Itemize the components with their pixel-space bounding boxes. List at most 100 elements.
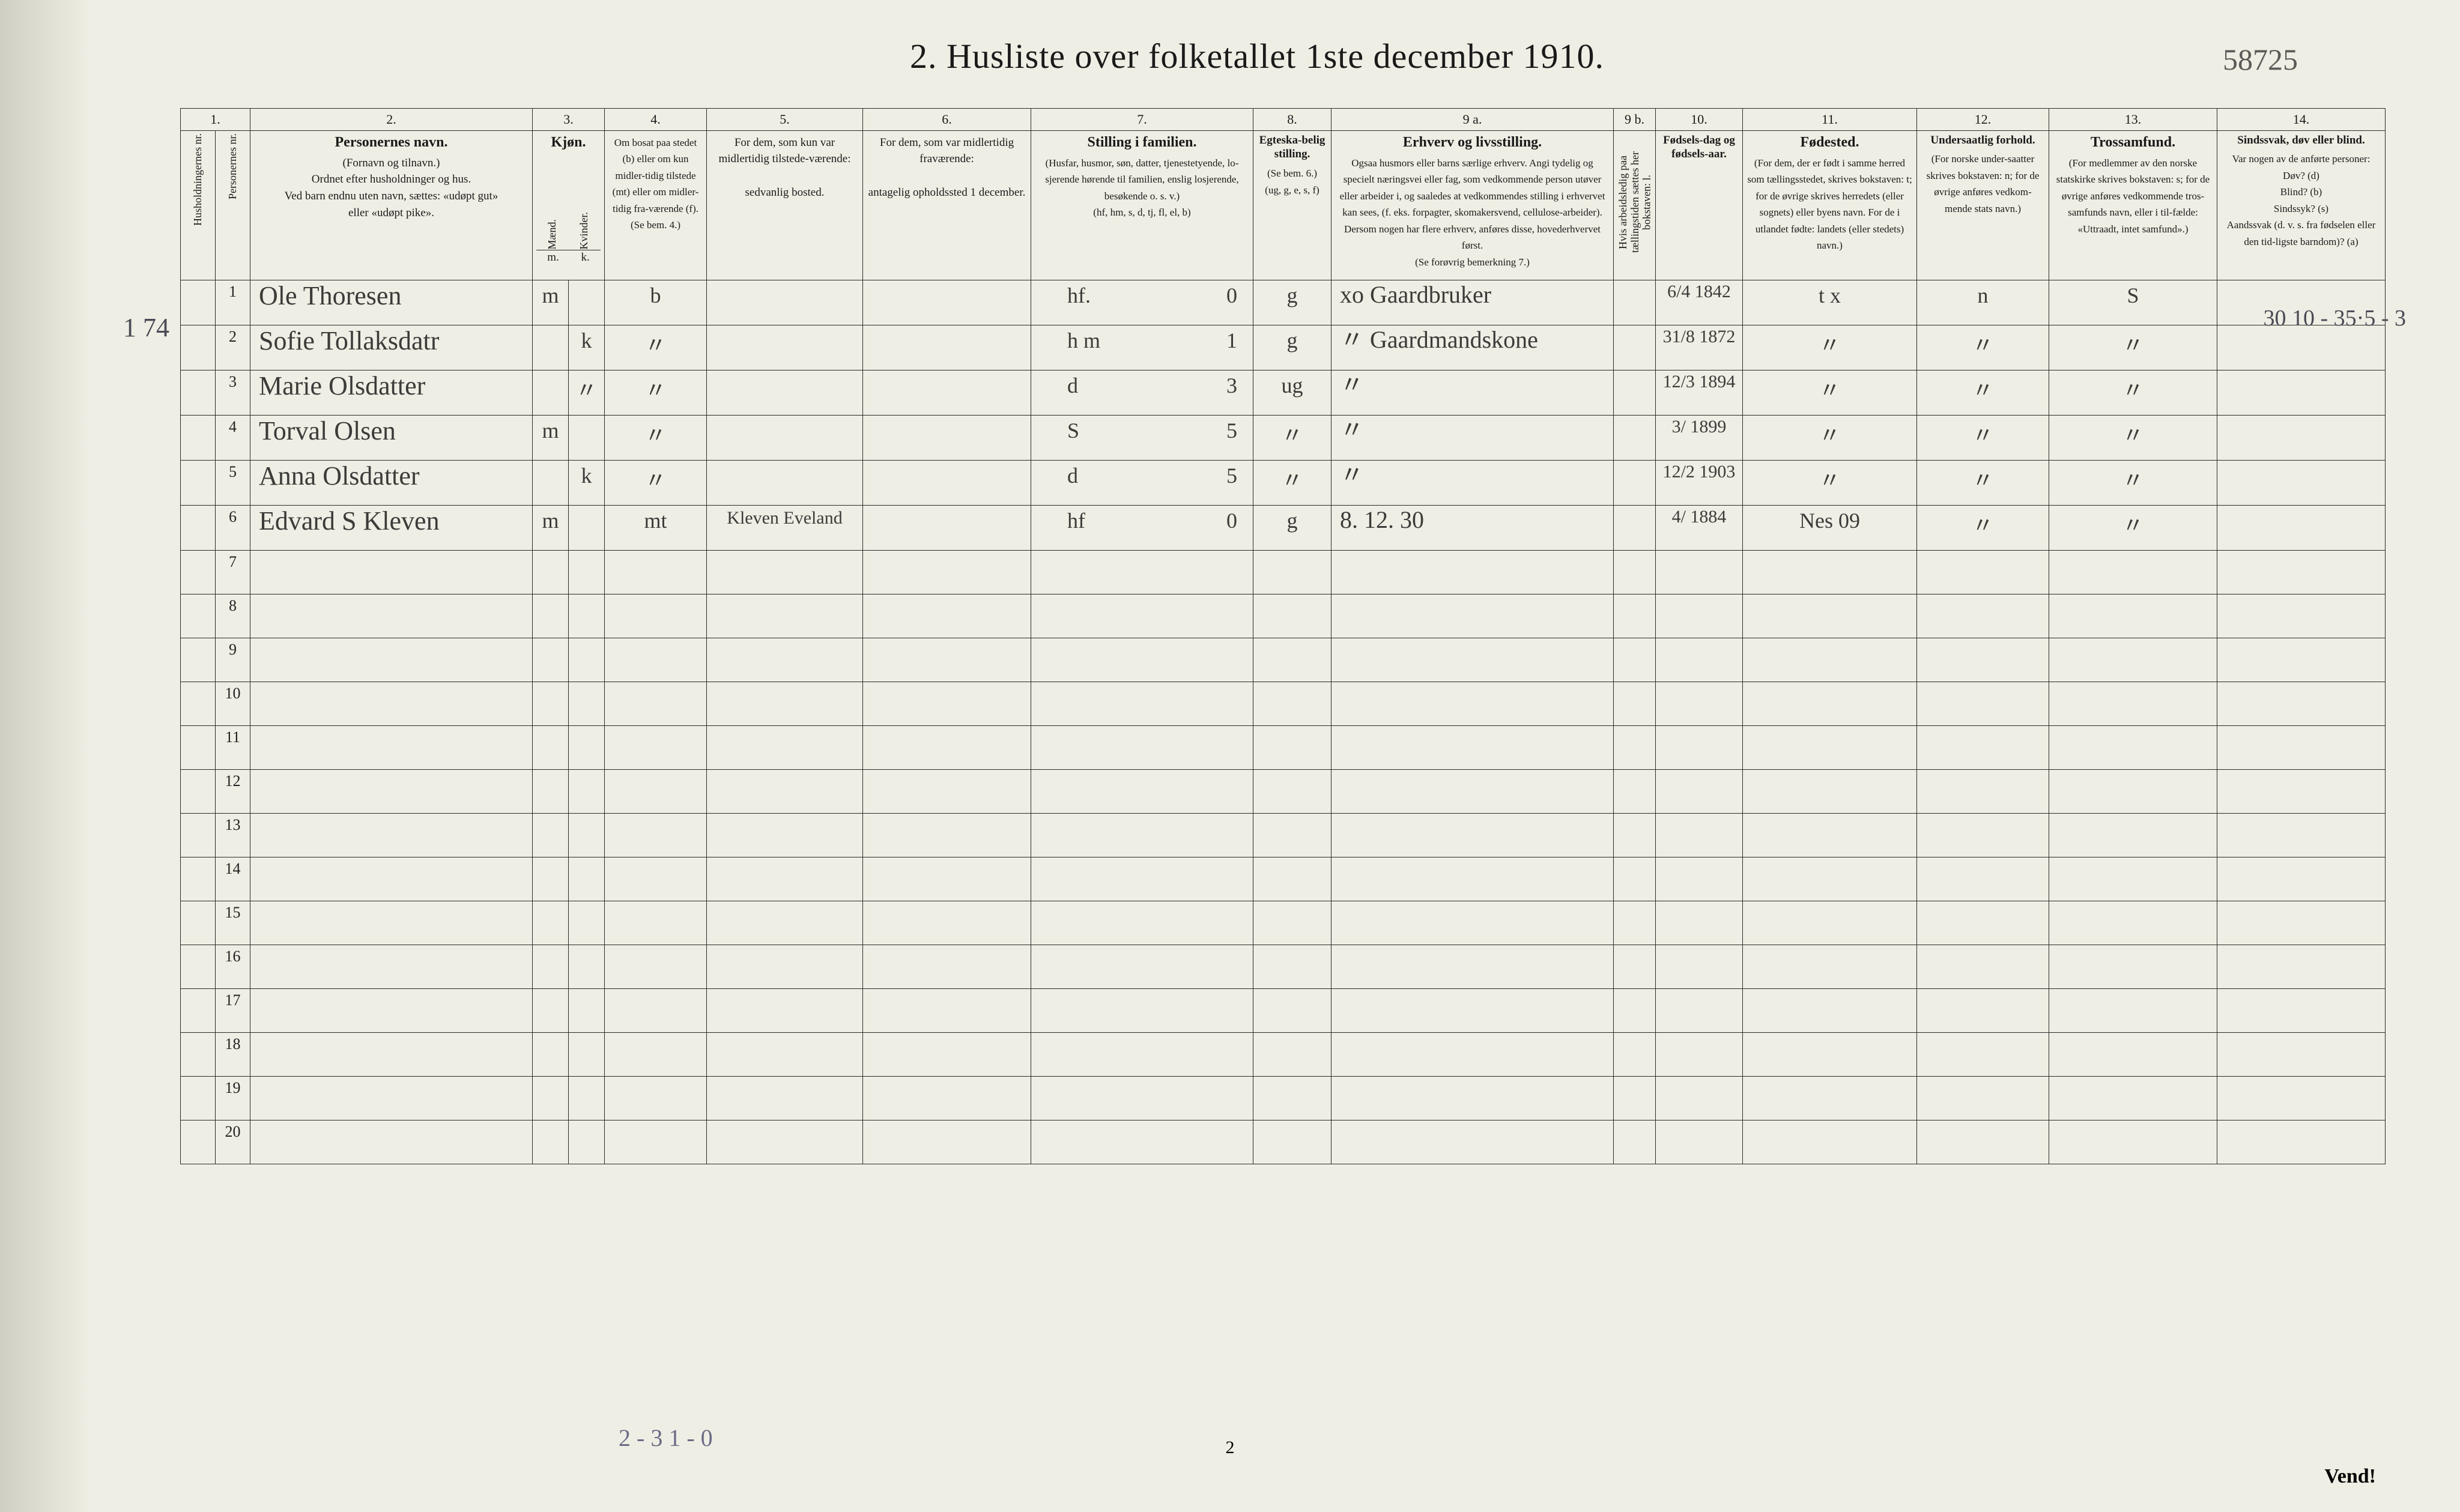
table-row: 6Edvard S KlevenmmtKleven Evelandhf 0g8.… <box>181 505 2386 550</box>
empty-cell <box>605 725 707 769</box>
person-nr: 2 <box>216 325 250 370</box>
empty-cell <box>569 901 605 945</box>
empty-cell <box>250 769 533 813</box>
cell-unemployed <box>1614 505 1656 550</box>
hdr-disability: Sindssvak, døv eller blind. Var nogen av… <box>2217 130 2386 280</box>
empty-cell <box>2217 1076 2386 1120</box>
household-nr <box>181 594 216 638</box>
empty-cell <box>2217 988 2386 1032</box>
cell-family-pos: S 5 <box>1031 415 1253 460</box>
table-row: 7 <box>181 550 2386 594</box>
empty-cell <box>1917 1076 2049 1120</box>
empty-cell <box>605 1120 707 1164</box>
cell-birth: 3/ 1899 <box>1656 415 1743 460</box>
empty-cell <box>2049 945 2217 988</box>
empty-cell <box>1031 901 1253 945</box>
empty-cell <box>605 1076 707 1120</box>
empty-cell <box>707 725 863 769</box>
empty-cell <box>569 682 605 725</box>
empty-cell <box>1331 945 1614 988</box>
cell-residence: b <box>605 280 707 325</box>
empty-cell <box>1743 857 1917 901</box>
empty-cell <box>1253 682 1331 725</box>
empty-cell <box>2049 901 2217 945</box>
cell-occupation: 〃 <box>1331 460 1614 505</box>
cell-family-pos: d 5 <box>1031 460 1253 505</box>
colnum: 5. <box>707 109 863 131</box>
empty-cell <box>2217 682 2386 725</box>
colnum: 9 a. <box>1331 109 1614 131</box>
cell-religion: 〃 <box>2049 460 2217 505</box>
empty-cell <box>707 813 863 857</box>
person-nr: 15 <box>216 901 250 945</box>
empty-cell <box>533 682 569 725</box>
cell-family-pos: d 3 <box>1031 370 1253 415</box>
empty-cell <box>1743 901 1917 945</box>
empty-cell <box>1614 769 1656 813</box>
household-nr <box>181 725 216 769</box>
cell-unemployed <box>1614 325 1656 370</box>
empty-cell <box>1743 769 1917 813</box>
cell-religion: 〃 <box>2049 325 2217 370</box>
cell-residence: mt <box>605 505 707 550</box>
cell-residence: 〃 <box>605 415 707 460</box>
empty-cell <box>1031 682 1253 725</box>
colnum: 14. <box>2217 109 2386 131</box>
table-row: 1Ole Thoresenmbhf. 0gxo Gaardbruker6/4 1… <box>181 280 2386 325</box>
empty-cell <box>605 988 707 1032</box>
hdr-temp-absent: For dem, som var midlertidig fraværende:… <box>863 130 1031 280</box>
empty-cell <box>605 638 707 682</box>
empty-cell <box>2049 813 2217 857</box>
empty-cell <box>569 1120 605 1164</box>
empty-cell <box>1253 550 1331 594</box>
empty-cell <box>863 813 1031 857</box>
empty-cell <box>569 638 605 682</box>
empty-cell <box>250 725 533 769</box>
household-nr <box>181 1076 216 1120</box>
empty-cell <box>1331 769 1614 813</box>
empty-cell <box>1331 550 1614 594</box>
empty-cell <box>1253 988 1331 1032</box>
household-nr <box>181 550 216 594</box>
empty-cell <box>250 1032 533 1076</box>
hdr-family-pos: Stilling i familien. (Husfar, husmor, sø… <box>1031 130 1253 280</box>
person-nr: 6 <box>216 505 250 550</box>
empty-cell <box>2049 769 2217 813</box>
person-nr: 3 <box>216 370 250 415</box>
empty-cell <box>1656 901 1743 945</box>
empty-cell <box>1031 1076 1253 1120</box>
colnum: 7. <box>1031 109 1253 131</box>
header-row: Husholdningernes nr. Personernes nr. Per… <box>181 130 2386 280</box>
empty-cell <box>1656 988 1743 1032</box>
empty-cell <box>707 1076 863 1120</box>
empty-cell <box>1917 638 2049 682</box>
empty-cell <box>1614 813 1656 857</box>
empty-cell <box>250 594 533 638</box>
cell-name: Anna Olsdatter <box>250 460 533 505</box>
cell-nationality: 〃 <box>1917 325 2049 370</box>
cell-sex-m: m <box>533 415 569 460</box>
person-nr: 16 <box>216 945 250 988</box>
household-nr <box>181 460 216 505</box>
empty-cell <box>1917 813 2049 857</box>
hdr-birth: Fødsels-dag og fødsels-aar. <box>1656 130 1743 280</box>
cell-birth: 12/3 1894 <box>1656 370 1743 415</box>
empty-cell <box>1614 638 1656 682</box>
empty-cell <box>533 594 569 638</box>
empty-cell <box>605 1032 707 1076</box>
cell-name: Ole Thoresen <box>250 280 533 325</box>
empty-cell <box>2217 813 2386 857</box>
empty-cell <box>863 594 1031 638</box>
empty-cell <box>2049 1120 2217 1164</box>
cell-birthplace: 〃 <box>1743 460 1917 505</box>
table-head: 1. 2. 3. 4. 5. 6. 7. 8. 9 a. 9 b. 10. 11… <box>181 109 2386 280</box>
empty-cell <box>1253 945 1331 988</box>
cell-whereabouts <box>863 370 1031 415</box>
colnum: 11. <box>1743 109 1917 131</box>
colnum: 2. <box>250 109 533 131</box>
cell-sex-m <box>533 325 569 370</box>
table-row: 9 <box>181 638 2386 682</box>
empty-cell <box>1743 550 1917 594</box>
right-margin-annotation: 30 10 - 35·5 - 3 <box>2264 305 2406 331</box>
empty-cell <box>1656 769 1743 813</box>
